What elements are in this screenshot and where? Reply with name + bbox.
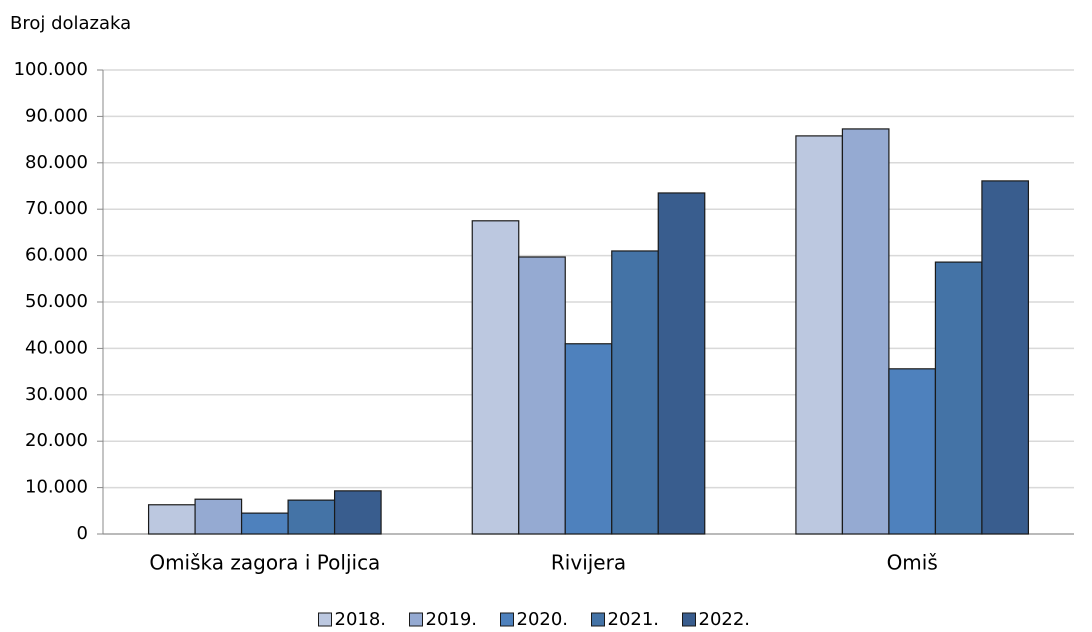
bar xyxy=(333,490,382,535)
bar xyxy=(240,512,289,535)
y-tick-label: 100.000 xyxy=(14,59,88,80)
x-tick-label: Omiš xyxy=(887,551,938,575)
bar xyxy=(888,368,937,535)
bar xyxy=(657,192,706,535)
legend-label: 2019. xyxy=(426,609,478,628)
legend-swatch xyxy=(591,612,605,627)
bar xyxy=(194,498,243,535)
x-tick-label: Rivijera xyxy=(551,551,626,575)
y-tick-label: 20.000 xyxy=(25,430,88,451)
y-tick-label: 70.000 xyxy=(25,198,88,219)
legend-label: 2020. xyxy=(517,609,569,628)
legend-swatch xyxy=(682,612,696,627)
bar xyxy=(981,180,1030,535)
y-tick-label: 10.000 xyxy=(25,477,88,498)
legend-swatch xyxy=(500,612,514,627)
bar xyxy=(471,220,520,535)
y-tick-label: 50.000 xyxy=(25,291,88,312)
bar xyxy=(795,135,844,535)
bar xyxy=(287,499,336,535)
legend-label: 2021. xyxy=(608,609,660,628)
bar xyxy=(564,343,613,535)
y-tick-label: 40.000 xyxy=(25,337,88,358)
y-tick-label: 90.000 xyxy=(25,105,88,126)
x-tick-label: Omiška zagora i Poljica xyxy=(149,551,380,575)
bar xyxy=(841,128,890,535)
legend-label: 2018. xyxy=(335,609,387,628)
bar xyxy=(518,256,566,535)
legend-swatch xyxy=(318,612,332,627)
legend-label: 2022. xyxy=(699,609,751,628)
y-tick-label: 60.000 xyxy=(25,245,88,266)
bar xyxy=(934,261,983,535)
y-tick-label: 0 xyxy=(77,523,88,544)
bar xyxy=(611,250,659,535)
bar xyxy=(147,504,196,535)
y-tick-label: 30.000 xyxy=(25,384,88,405)
y-tick-label: 80.000 xyxy=(25,152,88,173)
legend-swatch xyxy=(409,612,423,627)
y-axis-label: Broj dolazaka xyxy=(10,13,131,34)
